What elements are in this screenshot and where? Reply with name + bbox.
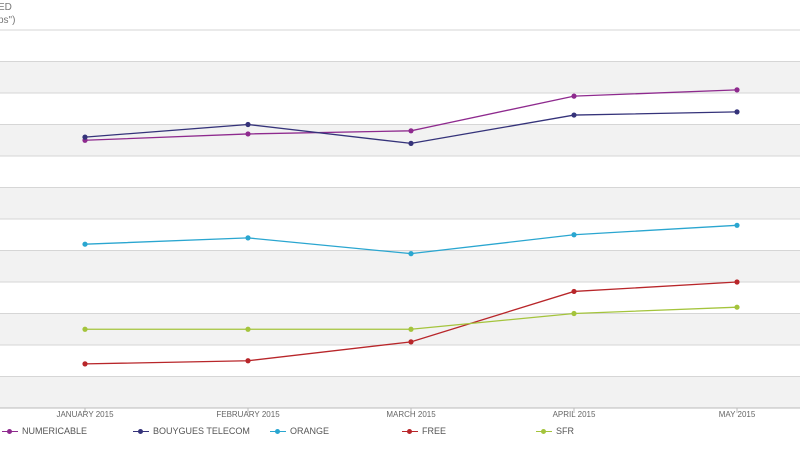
data-point-free[interactable] (734, 279, 740, 285)
data-point-sfr[interactable] (571, 310, 577, 317)
grid-band (0, 61, 800, 93)
data-point-numericable[interactable] (245, 131, 251, 137)
y-axis-title-line-2: ps") (0, 15, 16, 26)
legend-label: FREE (422, 426, 447, 436)
data-point-bouygues-telecom[interactable] (408, 140, 414, 146)
data-point-bouygues-telecom[interactable] (245, 121, 251, 128)
data-point-free[interactable] (245, 358, 251, 364)
data-point-sfr[interactable] (408, 326, 414, 332)
data-point-bouygues-telecom[interactable] (82, 134, 88, 140)
legend-label: NUMERICABLE (22, 426, 88, 436)
data-point-orange[interactable] (245, 235, 251, 241)
legend: NUMERICABLE BOUYGUES TELECOM ORANGE FREE SFR (0, 426, 800, 448)
grid-band (0, 30, 800, 62)
grid-band (0, 345, 800, 377)
data-point-free[interactable] (82, 361, 88, 367)
data-point-numericable[interactable] (734, 87, 740, 93)
data-point-orange[interactable] (571, 232, 577, 238)
grid-band (0, 376, 800, 408)
data-point-sfr[interactable] (82, 326, 88, 332)
series-points (82, 87, 740, 367)
legend-item-numericable[interactable]: NUMERICABLE (2, 426, 87, 436)
legend-label: SFR (556, 426, 574, 436)
data-point-bouygues-telecom[interactable] (734, 109, 740, 115)
x-tick-label: APRIL 2015 (553, 410, 596, 419)
legend-swatch-icon (270, 427, 286, 436)
data-point-free[interactable] (571, 288, 577, 295)
data-point-numericable[interactable] (408, 128, 414, 134)
data-point-orange[interactable] (408, 251, 414, 257)
grid-band (0, 124, 800, 156)
data-point-orange[interactable] (734, 222, 740, 228)
legend-item-orange[interactable]: ORANGE (270, 426, 329, 436)
data-point-numericable[interactable] (571, 93, 577, 99)
legend-swatch-icon (536, 427, 552, 436)
legend-swatch-icon (402, 427, 418, 436)
x-tick-label: FEBRUARY 2015 (216, 410, 280, 419)
legend-item-bouygues-telecom[interactable]: BOUYGUES TELECOM (133, 426, 250, 436)
line-chart: JANUARY 2015 FEBRUARY 2015 MARCH 2015 APRIL… (0, 29, 800, 419)
grid-band (0, 219, 800, 251)
grid-band (0, 187, 800, 219)
legend-swatch-icon (2, 427, 18, 436)
x-tick-label: MAY 2015 (719, 410, 756, 419)
data-point-bouygues-telecom[interactable] (571, 112, 577, 118)
data-point-sfr[interactable] (245, 326, 251, 332)
grid-band (0, 156, 800, 188)
legend-label: ORANGE (290, 426, 330, 436)
x-axis-ticks: JANUARY 2015 FEBRUARY 2015 MARCH 2015 APRIL… (56, 408, 756, 419)
grid-band (0, 93, 800, 125)
x-tick-label: MARCH 2015 (386, 410, 436, 419)
grid-bands (0, 30, 800, 408)
data-point-free[interactable] (408, 339, 414, 345)
x-tick-label: JANUARY 2015 (56, 410, 114, 419)
legend-label: BOUYGUES TELECOM (153, 426, 250, 436)
data-point-orange[interactable] (82, 241, 88, 247)
y-axis-title-line-1: ED (0, 2, 12, 13)
grid-band (0, 250, 800, 282)
legend-item-free[interactable]: FREE (402, 426, 446, 436)
legend-swatch-icon (133, 427, 149, 436)
legend-item-sfr[interactable]: SFR (536, 426, 574, 436)
grid-band (0, 282, 800, 314)
data-point-sfr[interactable] (734, 304, 740, 310)
